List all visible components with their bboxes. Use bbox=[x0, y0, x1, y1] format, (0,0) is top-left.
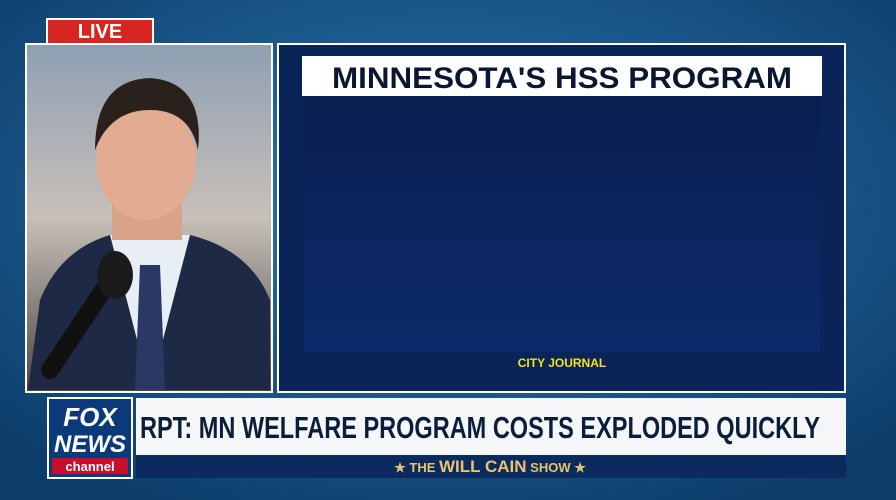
live-label: LIVE bbox=[78, 21, 122, 43]
live-tag bbox=[46, 18, 154, 45]
logo-news: NEWS bbox=[54, 431, 126, 458]
show-prefix: THE bbox=[409, 460, 435, 475]
show-suffix: SHOW bbox=[530, 460, 571, 475]
headline: RPT: MN WELFARE PROGRAM COSTS EXPLODED Q… bbox=[140, 410, 820, 445]
show-band bbox=[136, 455, 846, 478]
chart-title: MINNESOTA'S HSS PROGRAM bbox=[332, 62, 792, 95]
plot-background bbox=[304, 96, 820, 352]
logo-fox: FOX bbox=[63, 402, 118, 432]
show-name: ★ THE WILL CAIN SHOW ★ bbox=[394, 457, 586, 476]
title-band bbox=[302, 56, 822, 96]
fox-logo: FOX NEWS channel bbox=[47, 397, 133, 479]
logo-channel: channel bbox=[65, 459, 114, 474]
show-title: WILL CAIN bbox=[439, 457, 527, 476]
video-panel bbox=[25, 43, 273, 393]
headline-band bbox=[136, 398, 846, 455]
chart-source: CITY JOURNAL bbox=[518, 356, 606, 370]
